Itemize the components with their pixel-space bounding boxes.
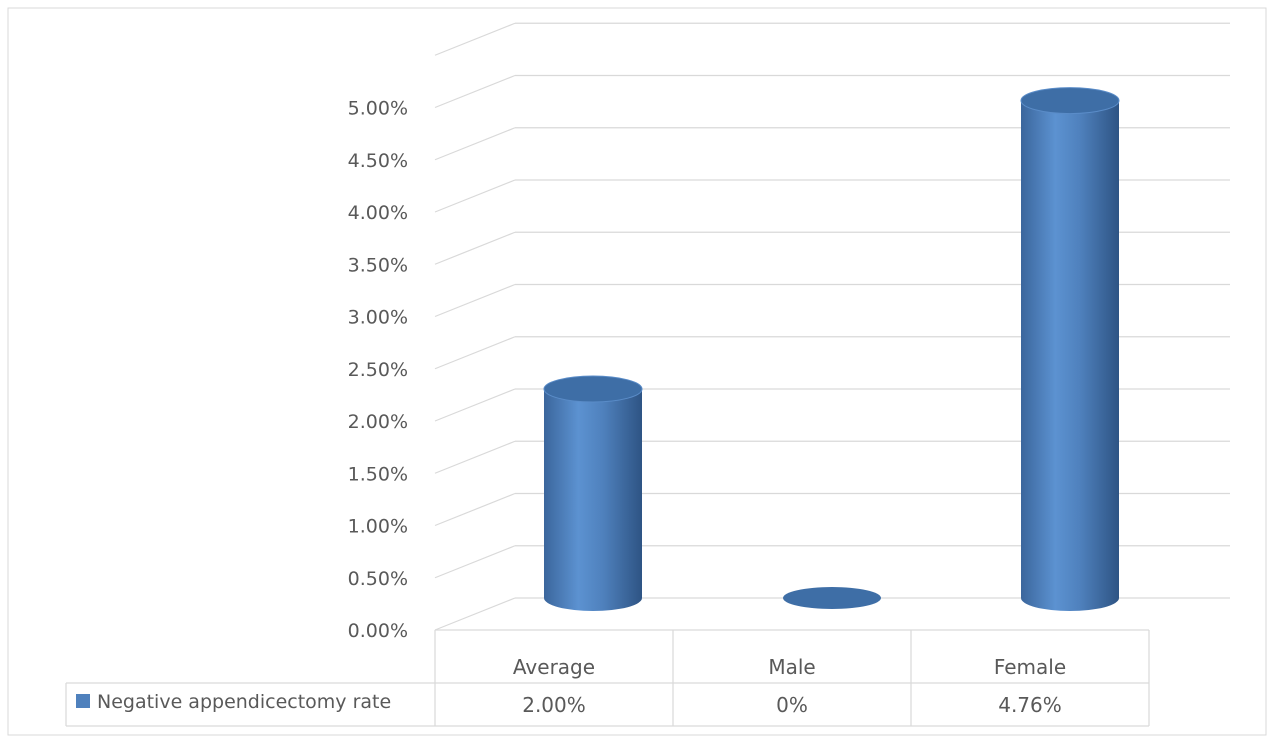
bar-top (1020, 87, 1120, 115)
y-tick-label: 1.50% (348, 463, 408, 485)
gridline-side (434, 283, 516, 318)
data-value-label: 2.00% (522, 693, 586, 717)
y-tick-label: 2.50% (348, 359, 408, 381)
bar-body (544, 389, 642, 611)
gridline-side (434, 336, 516, 370)
bar-top (543, 375, 643, 403)
y-tick-label: 4.50% (348, 150, 408, 172)
y-tick-label: 3.50% (348, 254, 408, 276)
gridline-side (434, 22, 516, 56)
bar-body (1021, 100, 1119, 611)
gridline-side (434, 492, 516, 527)
data-value-label: 0% (776, 693, 808, 717)
category-label: Female (994, 655, 1066, 679)
bar-average (543, 375, 643, 611)
legend-series-name: Negative appendicectomy rate (97, 691, 391, 713)
y-tick-label: 0.00% (348, 620, 408, 642)
gridline-side (434, 597, 516, 631)
gridline-side (434, 74, 516, 109)
gridline-side (434, 545, 516, 579)
data-value-label: 4.76% (998, 693, 1062, 717)
y-tick-label: 0.50% (348, 568, 408, 590)
category-label: Average (513, 655, 595, 679)
gridline-side (434, 388, 516, 422)
bar-female (1020, 87, 1120, 611)
y-tick-label: 4.00% (348, 202, 408, 224)
y-tick-label: 2.00% (348, 411, 408, 433)
gridline-side (434, 440, 516, 474)
gridline-side (434, 179, 516, 213)
category-label: Male (768, 655, 815, 679)
bar-male (783, 587, 881, 609)
bar-top (783, 587, 881, 609)
legend-key (76, 694, 90, 708)
gridline-side (434, 231, 516, 265)
bars (543, 87, 1120, 611)
y-axis-tick-labels: 0.00% 0.50% 1.00% 1.50% 2.00% 2.50% 3.00% 3.50%… (348, 98, 408, 643)
y-tick-label: 3.00% (348, 307, 408, 329)
y-tick-label: 1.00% (348, 516, 408, 538)
y-tick-label: 5.00% (348, 98, 408, 120)
data-table: Average Male Female Negative appendicectomy… (65, 629, 1150, 727)
gridline-side (434, 127, 516, 161)
